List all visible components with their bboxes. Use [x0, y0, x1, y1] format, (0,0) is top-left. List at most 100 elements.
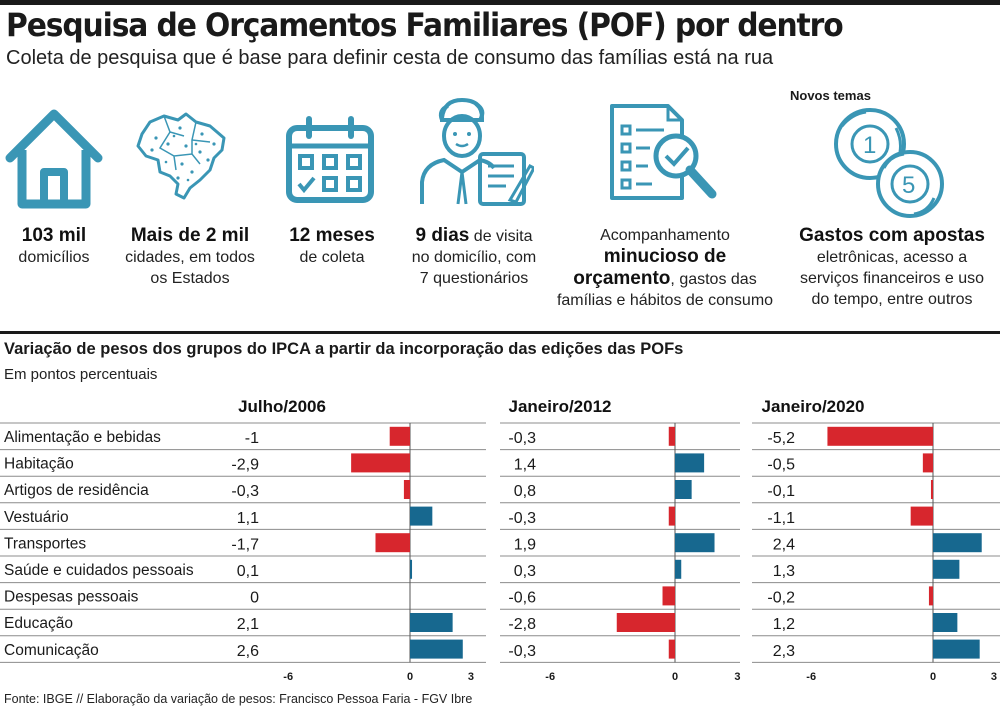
- bar: [410, 506, 433, 526]
- category-label: Comunicação: [4, 642, 99, 659]
- bar: [933, 639, 980, 659]
- category-label: Artigos de residência: [4, 482, 149, 499]
- value-label: -0,3: [508, 430, 536, 447]
- house-icon: [4, 106, 104, 210]
- value-label: 0: [250, 590, 259, 607]
- bar: [668, 426, 675, 446]
- tick-label: 0: [407, 671, 413, 683]
- stat-budget-line1: Acompanhamento: [600, 227, 730, 244]
- value-label: 1,1: [237, 510, 259, 527]
- chart-unit: Em pontos percentuais: [4, 366, 158, 383]
- category-label: Transportes: [4, 535, 86, 552]
- page-subtitle: Coleta de pesquisa que é base para defin…: [6, 47, 774, 69]
- tick-label: -6: [545, 671, 555, 683]
- bar: [375, 533, 410, 553]
- value-label: -2,9: [231, 457, 259, 474]
- value-label: 0,8: [514, 483, 536, 500]
- value-label: 1,4: [514, 457, 536, 474]
- value-label: -5,2: [767, 430, 795, 447]
- tick-label: 3: [468, 671, 474, 683]
- stat-budget-line4: famílias e hábitos de consumo: [556, 292, 774, 309]
- bar: [616, 613, 675, 632]
- svg-text:1: 1: [863, 132, 876, 159]
- stat-budget-text2: , gastos das: [670, 271, 757, 288]
- value-label: 1,3: [773, 563, 795, 580]
- stat-days: 9 dias de visita no domicílio, com 7 que…: [396, 225, 552, 289]
- top-rule: [0, 0, 1000, 5]
- bar: [910, 506, 933, 526]
- bar: [933, 613, 958, 632]
- category-label: Habitação: [4, 456, 74, 473]
- page-title: Pesquisa de Orçamentos Familiares (POF) …: [6, 6, 844, 44]
- value-label: 2,3: [773, 643, 795, 660]
- bar: [675, 559, 682, 579]
- bar: [410, 559, 413, 579]
- value-label: 0,3: [514, 563, 536, 580]
- stat-days-text1: de visita: [469, 228, 533, 245]
- stat-months: 12 meses de coleta: [272, 225, 392, 268]
- bar: [827, 426, 933, 446]
- value-label: -0,3: [231, 483, 259, 500]
- stat-new-topics-line3: serviços financeiros e uso: [799, 270, 985, 287]
- stat-cities-text1: cidades, em todos: [125, 249, 255, 266]
- value-label: -1,1: [767, 510, 795, 527]
- stat-days-text2: no domicílio, com: [411, 249, 537, 266]
- bar: [675, 533, 715, 553]
- stat-cities-text2: os Estados: [150, 270, 230, 287]
- bar: [675, 453, 705, 473]
- tick-label: 3: [991, 671, 997, 683]
- stat-households-text: domicílios: [18, 249, 90, 266]
- bar: [675, 480, 692, 499]
- value-label: 1,2: [773, 616, 795, 633]
- source-note: Fonte: IBGE // Elaboração da variação de…: [4, 692, 473, 706]
- brazil-map-icon: [130, 108, 230, 204]
- stat-budget-strong2: orçamento: [573, 268, 671, 289]
- tick-label: -6: [283, 671, 293, 683]
- bar: [351, 453, 410, 473]
- category-label: Vestuário: [4, 509, 69, 526]
- value-label: -0,6: [508, 590, 536, 607]
- stat-new-topics-strong: Gastos com apostas: [799, 225, 985, 246]
- value-label: -0,5: [767, 457, 795, 474]
- value-label: -1: [245, 430, 259, 447]
- bar: [928, 586, 933, 606]
- value-label: 2,6: [237, 643, 259, 660]
- value-label: -0,3: [508, 643, 536, 660]
- stat-cities-strong: Mais de 2 mil: [130, 225, 250, 246]
- panel-title: Janeiro/2020: [761, 397, 864, 416]
- interviewer-icon: [418, 96, 534, 208]
- stat-cities: Mais de 2 mil cidades, em todos os Estad…: [112, 225, 268, 289]
- value-label: 2,1: [237, 616, 259, 633]
- value-label: 1,9: [514, 536, 536, 553]
- category-label: Saúde e cuidados pessoais: [4, 562, 194, 579]
- lottery-balls-icon: 1 5: [830, 106, 948, 220]
- stat-days-strong: 9 dias: [415, 225, 470, 246]
- stat-months-strong: 12 meses: [289, 225, 375, 246]
- bar: [668, 639, 675, 659]
- bar: [410, 639, 463, 659]
- value-label: -1,7: [231, 536, 259, 553]
- value-label: 2,4: [773, 536, 795, 553]
- new-topics-label: Novos temas: [790, 88, 871, 103]
- stat-new-topics: Gastos com apostas eletrônicas, acesso a…: [784, 225, 1000, 310]
- bar: [662, 586, 675, 606]
- stat-budget: Acompanhamento minucioso de orçamento, g…: [554, 225, 776, 311]
- ipca-weights-chart: Alimentação e bebidas Habitação Artigos de…: [0, 397, 1000, 683]
- calendar-icon: [284, 116, 376, 206]
- value-label: -0,2: [767, 590, 795, 607]
- category-label: Alimentação e bebidas: [4, 429, 161, 446]
- stat-days-text3: 7 questionários: [419, 270, 529, 287]
- tick-label: 0: [930, 671, 936, 683]
- panel-title: Janeiro/2012: [508, 397, 611, 416]
- svg-text:5: 5: [902, 172, 915, 199]
- tick-label: -6: [806, 671, 816, 683]
- stat-new-topics-line2: eletrônicas, acesso a: [816, 249, 968, 266]
- category-label: Despesas pessoais: [4, 589, 139, 606]
- value-label: -0,1: [767, 483, 795, 500]
- tick-label: 3: [734, 671, 740, 683]
- bar: [389, 426, 410, 446]
- bar: [403, 480, 410, 499]
- bar: [922, 453, 933, 473]
- bar: [410, 613, 453, 632]
- stat-budget-strong1: minucioso de: [603, 246, 727, 267]
